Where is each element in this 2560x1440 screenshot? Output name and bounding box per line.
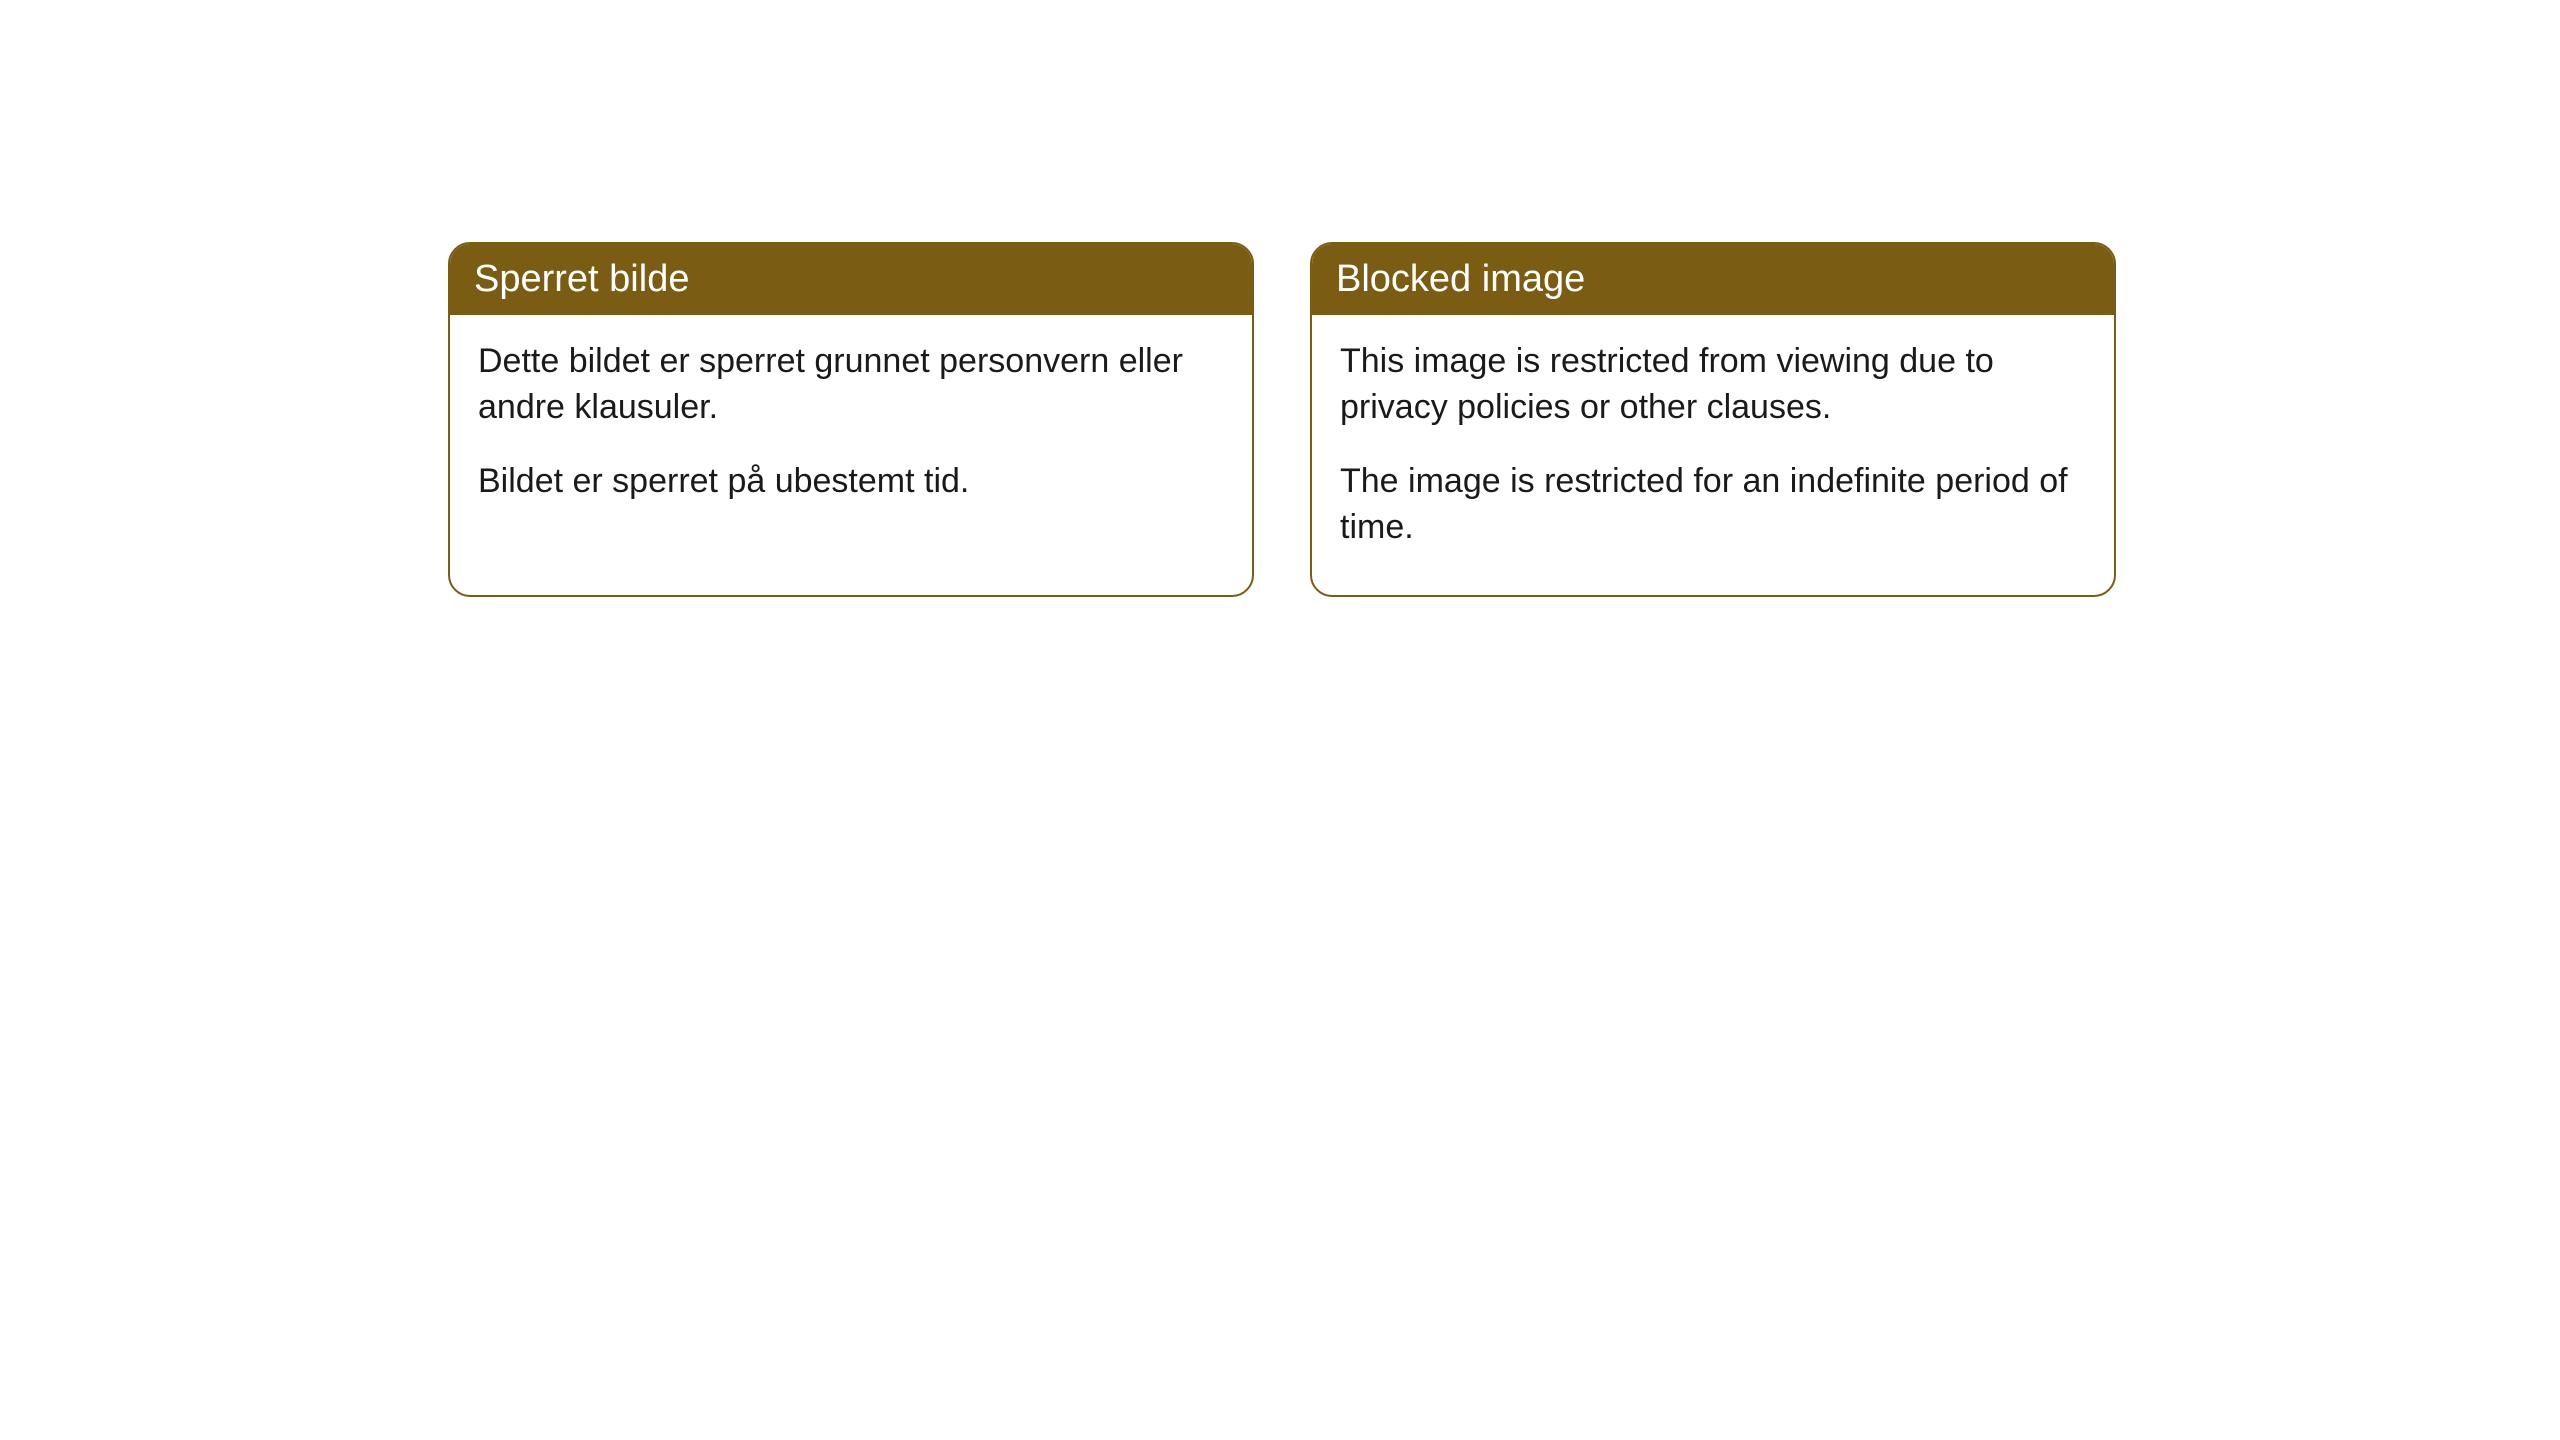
notice-cards-container: Sperret bilde Dette bildet er sperret gr… (0, 0, 2560, 597)
card-title: Sperret bilde (474, 258, 689, 300)
card-paragraph: Bildet er sperret på ubestemt tid. (478, 459, 1224, 505)
card-paragraph: The image is restricted for an indefinit… (1340, 459, 2086, 551)
card-paragraph: Dette bildet er sperret grunnet personve… (478, 339, 1224, 431)
card-body: This image is restricted from viewing du… (1312, 315, 2114, 595)
card-title: Blocked image (1336, 258, 1585, 300)
card-body: Dette bildet er sperret grunnet personve… (450, 315, 1252, 549)
blocked-image-card-english: Blocked image This image is restricted f… (1310, 242, 2116, 597)
card-paragraph: This image is restricted from viewing du… (1340, 339, 2086, 431)
blocked-image-card-norwegian: Sperret bilde Dette bildet er sperret gr… (448, 242, 1254, 597)
card-header: Sperret bilde (450, 244, 1252, 315)
card-header: Blocked image (1312, 244, 2114, 315)
